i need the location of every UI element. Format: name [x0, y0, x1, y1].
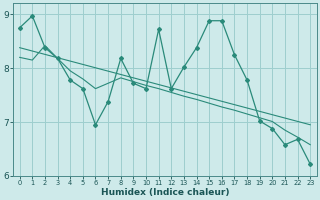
X-axis label: Humidex (Indice chaleur): Humidex (Indice chaleur): [101, 188, 229, 197]
